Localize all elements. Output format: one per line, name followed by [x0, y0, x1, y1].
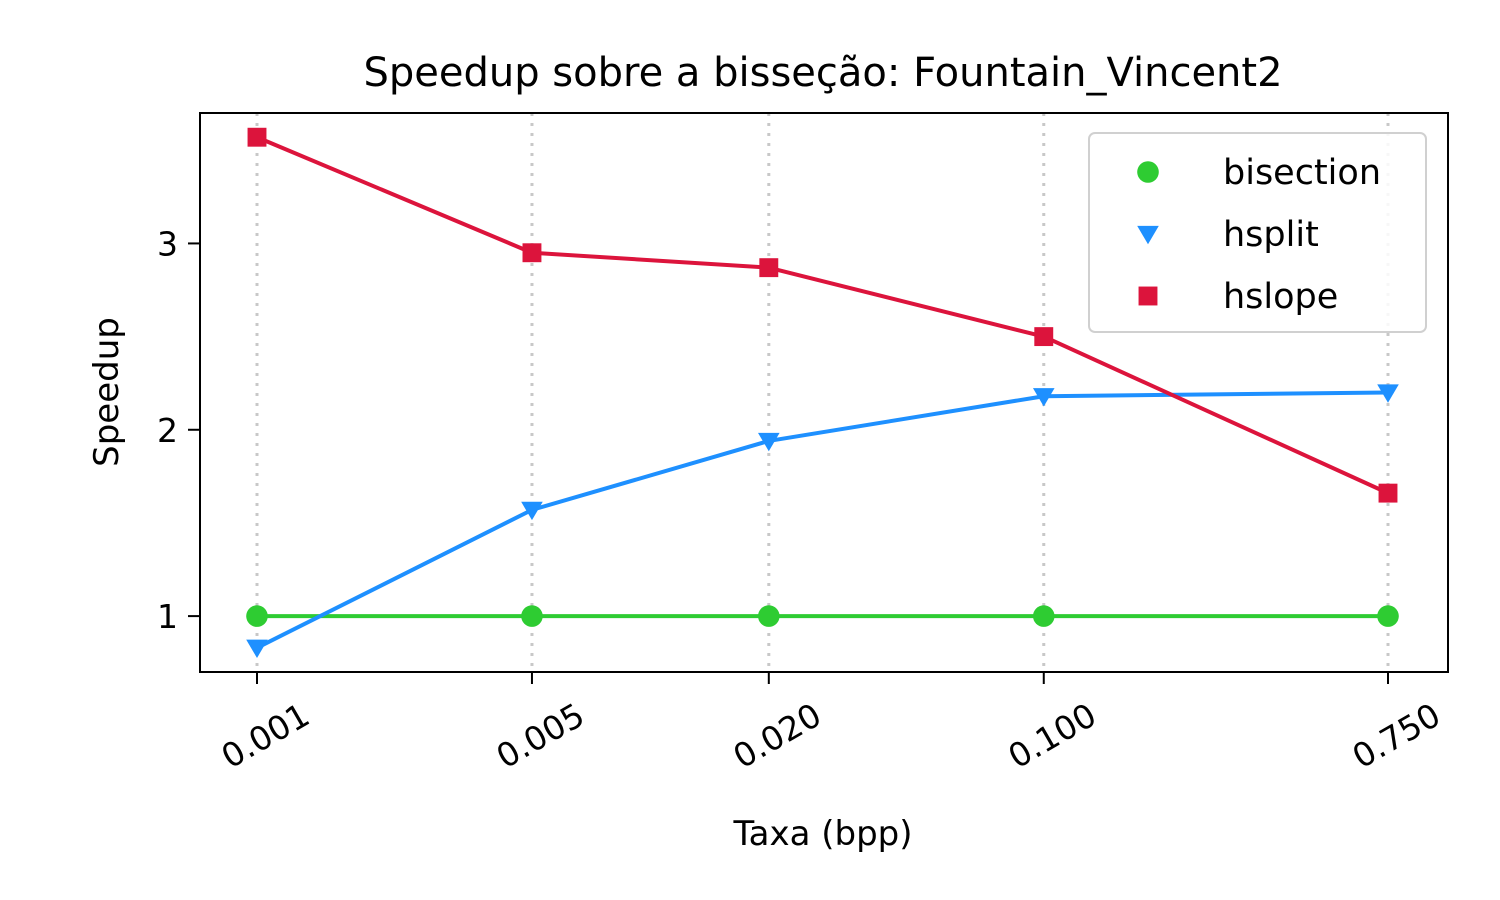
- plot-frame: [199, 112, 1449, 673]
- point-hslope-2: [759, 258, 779, 278]
- point-hsplit-3: [1032, 388, 1055, 407]
- point-hsplit-0: [246, 639, 268, 659]
- x-tick-label-3: 0.100: [1001, 695, 1102, 776]
- point-hslope-0: [247, 127, 267, 147]
- legend-marker-hslope: [1138, 286, 1158, 306]
- legend: bisection hsplit hslope: [1088, 132, 1427, 333]
- point-bisection-2: [758, 605, 780, 627]
- legend-label-hsplit: hsplit: [1223, 215, 1319, 255]
- y-axis-label: Speedup: [87, 317, 127, 467]
- point-hslope-4: [1378, 483, 1398, 503]
- x-tick-label-0: 0.001: [215, 695, 316, 776]
- y-axis-ticks: 1 2 3: [157, 224, 200, 636]
- point-hsplit-2: [758, 432, 780, 452]
- x-axis-ticks: 0.001 0.005 0.020 0.100 0.750: [215, 672, 1447, 776]
- legend-label-hslope: hslope: [1223, 277, 1338, 317]
- point-bisection-3: [1032, 605, 1055, 627]
- x-tick-label-1: 0.005: [490, 695, 591, 776]
- point-hslope-3: [1034, 327, 1054, 347]
- point-bisection-4: [1377, 605, 1399, 627]
- point-hslope-1: [522, 243, 542, 263]
- point-hsplit-1: [521, 501, 543, 521]
- legend-box: [1088, 132, 1427, 333]
- y-tick-label-2: 3: [157, 224, 178, 263]
- point-hsplit-4: [1377, 384, 1399, 403]
- point-bisection-1: [521, 605, 543, 627]
- x-tick-label-4: 0.750: [1346, 695, 1447, 776]
- chart-title: Speedup sobre a bisseção: Fountain_Vince…: [363, 50, 1282, 96]
- legend-marker-hsplit: [1137, 225, 1159, 245]
- y-tick-label-0: 1: [157, 597, 178, 636]
- x-axis-label: Taxa (bpp): [732, 814, 912, 854]
- point-bisection-0: [246, 605, 268, 627]
- legend-marker-bisection: [1137, 161, 1159, 183]
- legend-label-bisection: bisection: [1223, 153, 1381, 193]
- series-line-hsplit: [256, 390, 1389, 650]
- series-markers: [246, 127, 1399, 659]
- y-tick-label-1: 2: [157, 411, 178, 450]
- x-tick-label-2: 0.020: [726, 695, 827, 776]
